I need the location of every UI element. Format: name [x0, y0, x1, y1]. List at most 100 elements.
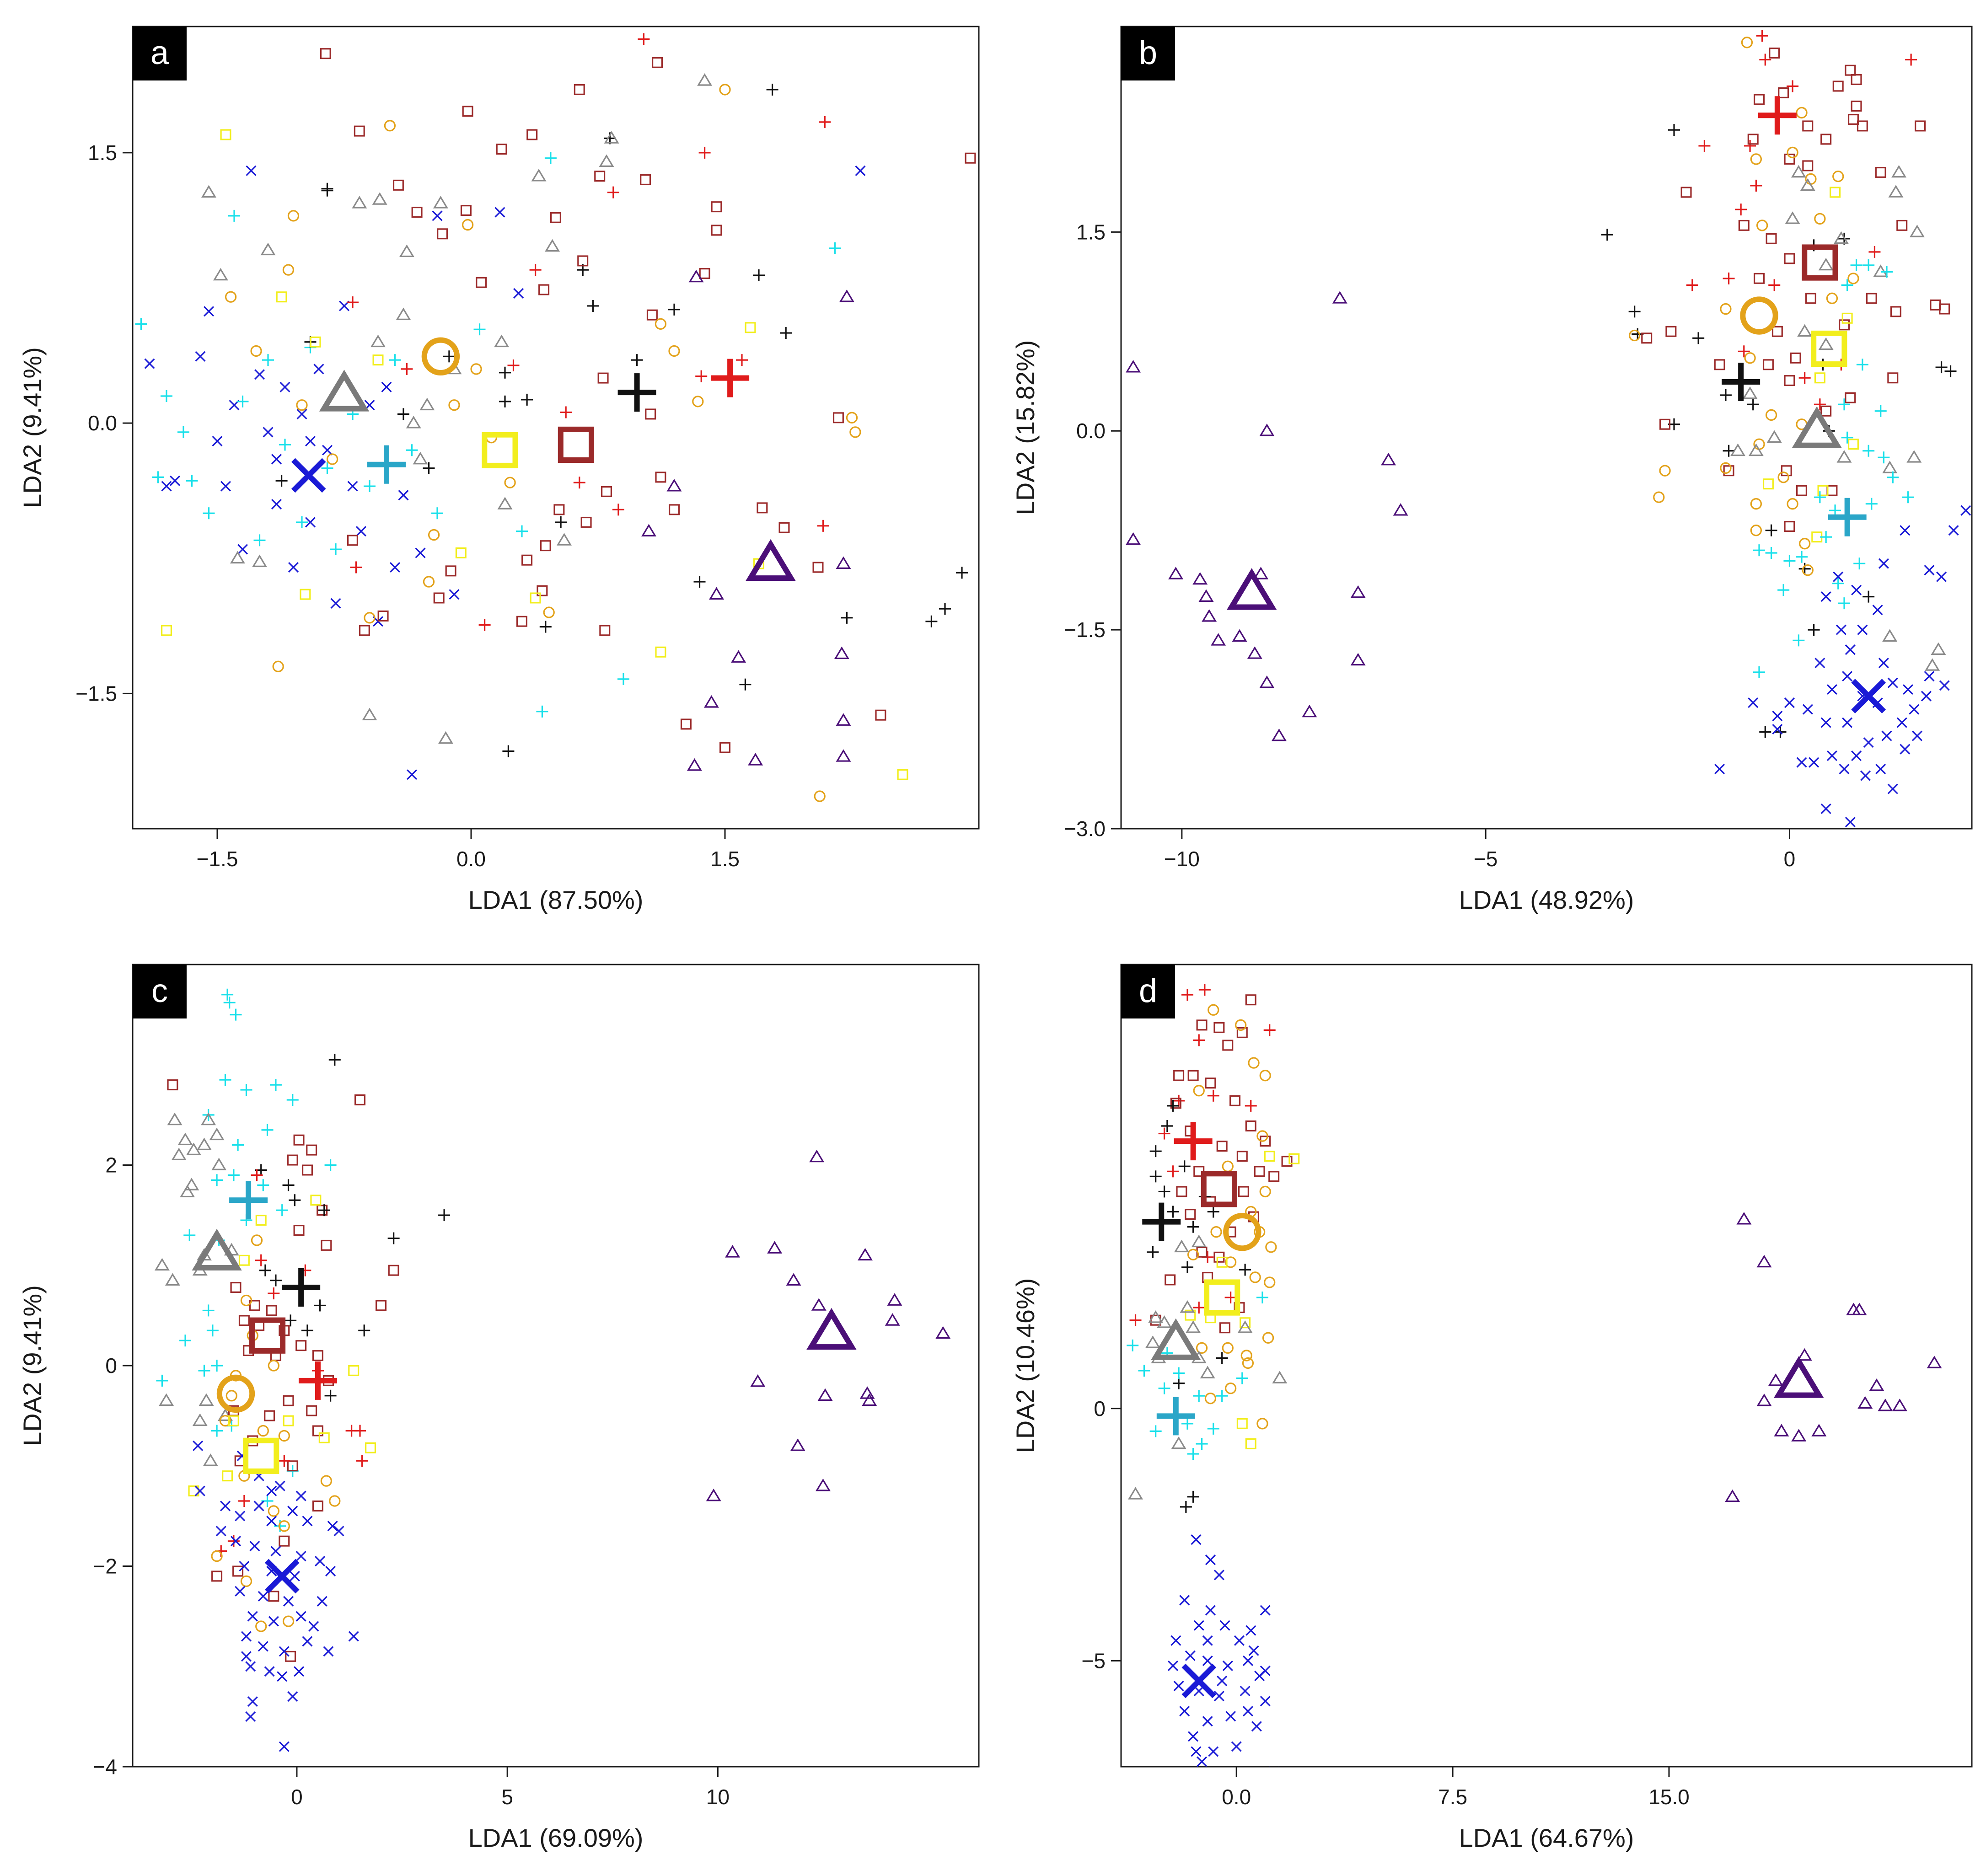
data-point	[239, 1560, 250, 1572]
data-point	[612, 504, 624, 516]
centroid-marker	[1204, 1279, 1240, 1316]
data-point	[1259, 1070, 1271, 1082]
data-point	[1213, 1570, 1224, 1581]
group-centroids	[1226, 96, 1886, 713]
data-point	[180, 1185, 195, 1198]
data-point	[531, 169, 547, 182]
data-point	[315, 1556, 326, 1567]
centroid-marker	[282, 1268, 321, 1307]
data-point	[257, 1179, 269, 1191]
data-point	[301, 1324, 313, 1337]
data-point	[1198, 984, 1211, 996]
y-tick-label: −3.0	[1064, 817, 1106, 841]
data-point	[211, 1550, 223, 1562]
data-point	[258, 1641, 268, 1652]
data-point	[539, 621, 552, 633]
data-point	[1869, 1378, 1884, 1391]
centroid-marker	[711, 359, 750, 397]
data-point	[1229, 1095, 1241, 1106]
data-point	[1234, 1635, 1245, 1646]
data-point	[287, 1506, 298, 1517]
data-point	[1263, 1024, 1276, 1036]
data-point	[1820, 134, 1832, 145]
data-point	[230, 1536, 242, 1547]
data-point	[135, 318, 147, 330]
data-point	[1906, 450, 1922, 463]
data-point	[1766, 233, 1777, 244]
data-point	[1800, 178, 1815, 191]
data-point	[364, 612, 376, 624]
centroid-marker	[1201, 1171, 1237, 1207]
data-point	[462, 219, 474, 231]
data-point	[473, 323, 486, 336]
data-point	[220, 129, 231, 140]
data-point	[230, 551, 245, 564]
data-point	[832, 412, 844, 423]
data-point	[322, 445, 333, 456]
data-point	[1217, 1675, 1228, 1686]
centroid-marker	[1223, 1212, 1261, 1251]
data-point	[1805, 173, 1817, 185]
centroid-marker	[1811, 330, 1847, 367]
data-point	[1242, 1655, 1253, 1666]
data-point	[887, 1293, 902, 1306]
data-point	[1798, 563, 1811, 575]
data-point	[387, 1232, 400, 1244]
panel-c: 0 5 10 −4 −2 0 2 LDA1 (69.09%) LDA2 (9.41%) c	[0, 938, 993, 1876]
data-point	[1264, 1151, 1275, 1162]
data-point	[1850, 259, 1863, 271]
data-point	[829, 242, 841, 254]
data-point	[271, 454, 282, 465]
data-point	[1839, 764, 1850, 775]
data-point	[545, 239, 560, 252]
centroid-marker	[243, 1437, 279, 1474]
data-point	[641, 524, 656, 536]
data-point	[1237, 1320, 1253, 1333]
centroid-marker	[1740, 296, 1778, 335]
data-point	[347, 535, 358, 546]
data-point	[389, 354, 401, 366]
data-point	[1857, 120, 1868, 132]
data-point	[225, 291, 237, 303]
data-point	[392, 179, 404, 191]
data-point	[227, 1169, 240, 1181]
data-point	[1181, 1417, 1194, 1430]
data-point	[300, 589, 311, 600]
data-point	[1777, 472, 1789, 483]
data-point	[698, 146, 711, 159]
data-point	[203, 1453, 218, 1466]
data-point	[1851, 74, 1862, 85]
data-point	[1207, 1422, 1219, 1435]
centroid-marker	[482, 432, 518, 468]
scatter-plot-c: 0 5 10 −4 −2 0 2 LDA1 (69.09%) LDA2 (9.41%) c	[18, 964, 980, 1852]
centroid-marker	[1174, 1122, 1213, 1161]
data-point	[245, 1661, 256, 1672]
data-point	[308, 1621, 319, 1632]
data-point	[1191, 1746, 1202, 1757]
data-point	[268, 1591, 279, 1602]
data-point	[1264, 1276, 1276, 1288]
data-point	[521, 393, 533, 406]
data-point	[1216, 1352, 1228, 1364]
data-point	[846, 412, 858, 423]
data-point	[965, 152, 976, 164]
data-point	[1204, 1393, 1217, 1404]
data-point	[396, 307, 411, 321]
data-point	[1245, 1625, 1256, 1636]
data-point	[1191, 1534, 1202, 1545]
y-tick-label: 0.0	[88, 411, 117, 435]
data-point	[1205, 1605, 1216, 1616]
y-axis-title: LDA2 (9.41%)	[18, 1285, 47, 1446]
data-point	[1225, 1711, 1236, 1722]
data-point	[1720, 303, 1732, 315]
plot-frame	[1120, 26, 1973, 830]
data-point	[1750, 179, 1762, 192]
data-point	[1878, 658, 1889, 669]
data-point	[935, 1326, 951, 1339]
data-point	[1126, 532, 1141, 545]
data-point	[415, 547, 426, 558]
data-point	[398, 490, 409, 501]
data-point	[849, 426, 861, 438]
data-point	[1820, 717, 1831, 728]
data-point	[203, 306, 215, 317]
